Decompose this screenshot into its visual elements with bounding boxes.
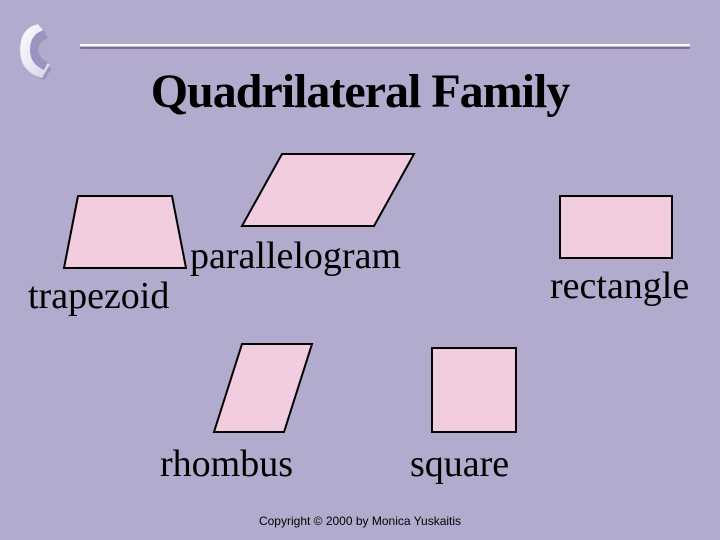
- rectangle-shape: [556, 192, 676, 262]
- title-separator-line: [80, 44, 690, 50]
- square-label: square: [410, 442, 509, 486]
- parallelogram-shape: [238, 148, 418, 232]
- trapezoid-shape: [60, 190, 190, 274]
- rhombus-shape: [208, 338, 318, 438]
- rhombus-label: rhombus: [160, 442, 293, 486]
- slide-title: Quadrilateral Family: [0, 64, 720, 119]
- parallelogram-label: parallelogram: [190, 234, 401, 278]
- rectangle-label: rectangle: [550, 264, 689, 308]
- square-shape: [428, 344, 520, 436]
- trapezoid-label: trapezoid: [28, 274, 169, 318]
- copyright-text: Copyright © 2000 by Monica Yuskaitis: [0, 514, 720, 528]
